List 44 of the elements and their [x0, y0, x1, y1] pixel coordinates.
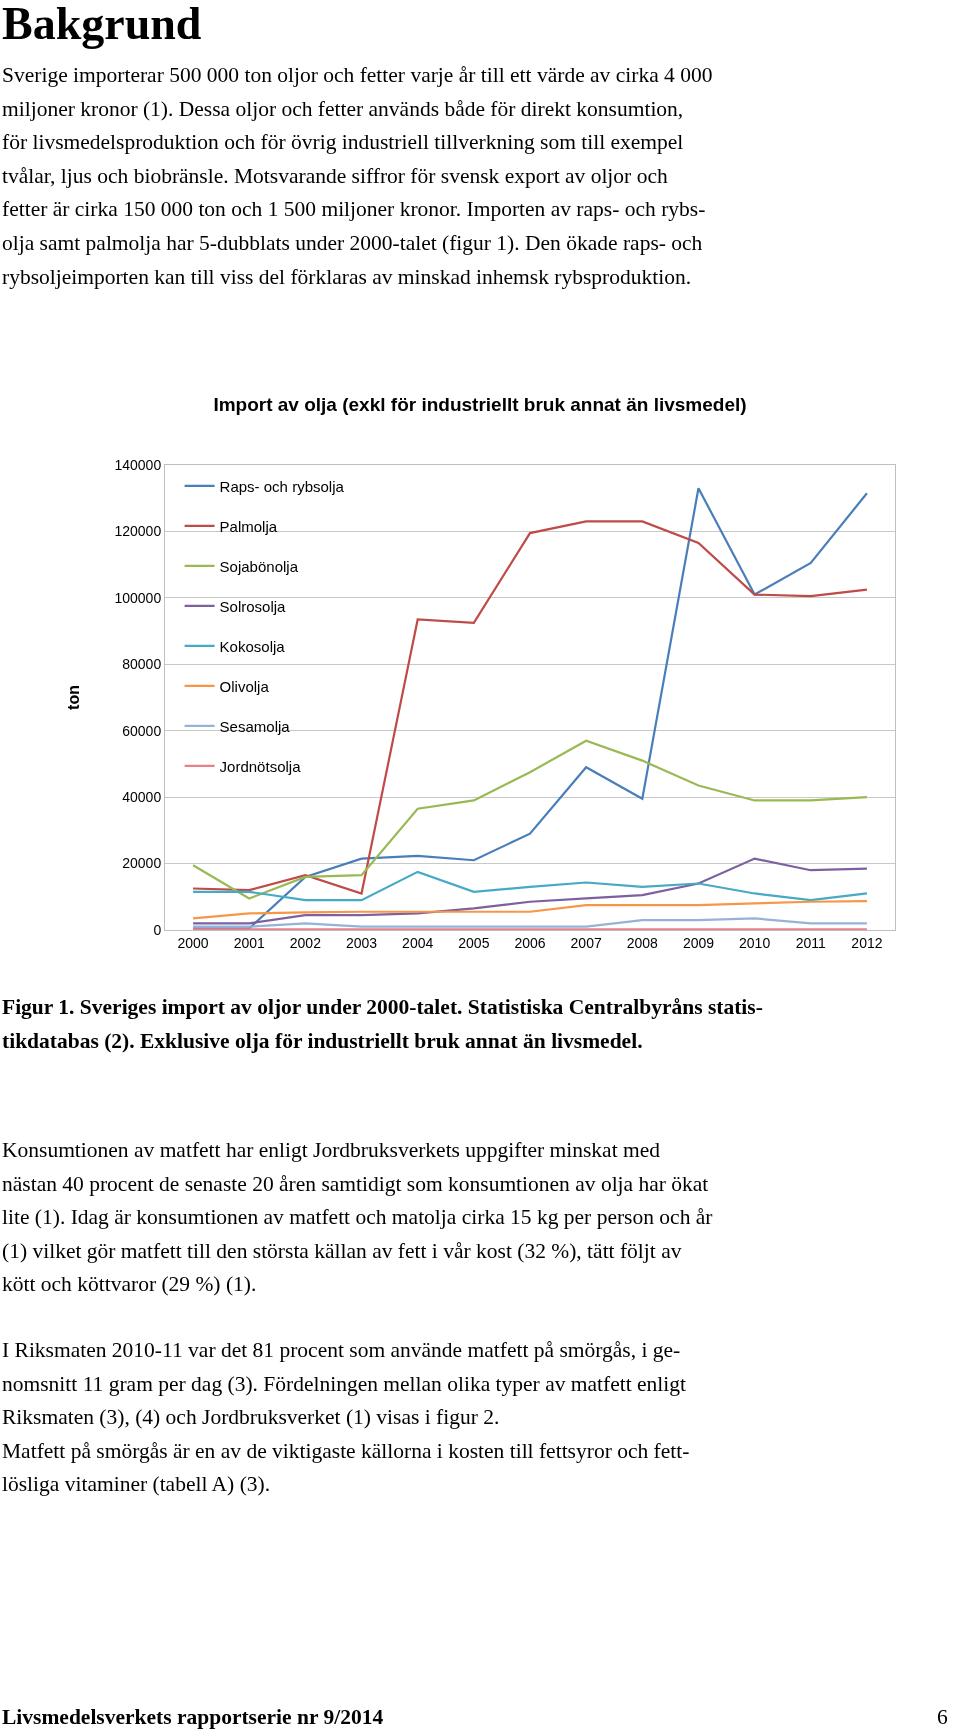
line-series [191, 739, 869, 900]
x-tick-label: 2005 [458, 934, 490, 951]
x-tick-label: 2008 [626, 934, 659, 951]
y-tick-label: 60000 [122, 722, 162, 739]
chart-title: Import av olja (exkl för industriellt bruk annat än livsmedel) [213, 393, 747, 415]
y-tick-label: 0 [153, 921, 162, 938]
legend-label: Sojabönolja [219, 557, 299, 575]
x-tick-label: 2003 [345, 934, 378, 951]
y-tick-label: 100000 [114, 589, 162, 606]
line-series [191, 870, 869, 902]
y-tick-label: 80000 [122, 656, 162, 673]
text: Figur 1. Sveriges import av oljor under 2000-talet. Statistiska Centralbyråns statis- tikdatabas (2). Exklusive olja för industriellt bruk annat än livsmedel. [2, 995, 763, 1053]
x-tick-label: 2000 [177, 934, 209, 951]
text: 6 [937, 1705, 948, 1729]
x-tick-label: 2006 [514, 934, 546, 951]
y-tick-label: 140000 [114, 456, 162, 473]
x-tick-label: 2007 [570, 934, 602, 951]
text: Livsmedelsverkets rapportserie nr 9/2014 [2, 1705, 384, 1729]
x-tick-label: 2004 [402, 934, 434, 951]
y-tick-label: 40000 [122, 789, 162, 806]
legend-label: Jordnötsolja [219, 757, 302, 775]
line-series [191, 857, 869, 925]
y-tick-label: 20000 [122, 855, 162, 872]
text: I Riksmaten 2010-11 var det 81 procent som använde matfett på smörgås, i ge- nomsnitt 11 gram per dag (3). Fördelningen mellan olika typer av matfett enligt Riksmaten (3), (4) och Jordbruksverket (1) visas i figur 2. Matfett på smörgås är en av de viktigaste källorna i kosten till fettsyror och fett- lösliga vitaminer (tabell A) (3). [2, 1338, 690, 1496]
legend-label: Raps- och rybsolja [219, 477, 345, 495]
x-tick-label: 2002 [289, 934, 322, 951]
line-series [191, 917, 869, 928]
text: Konsumtionen av matfett har enligt Jordbruksverkets uppgifter minskat med nästan 40 procent de senaste 20 åren samtidigt som konsumtionen av olja har ökat lite (1). Idag är konsumtionen av matfett och matolja cirka 15 kg per person och år (1) vilket gör matfett till den största källan av fett i vår kost (32 %), tätt följt av kött och köttvaror (29 %) (1). [2, 1138, 713, 1296]
legend-label: Solrosolja [219, 597, 287, 615]
legend-label: Palmolja [219, 517, 278, 535]
legend-label: Kokosolja [219, 637, 286, 655]
x-tick-label: 2001 [233, 934, 266, 951]
x-tick-label: 2009 [682, 934, 715, 951]
y-tick-label: 120000 [114, 523, 162, 540]
line-series [191, 520, 869, 895]
text: Sverige importerar 500 000 ton oljor och fetter varje år till ett värde av cirka 4 000 miljoner kronor (1). Dessa oljor och fetter används både för direkt konsumtion, för livsmedelsproduktion och för övrig industriell tillverkning som till exempel tvålar, ljus och biobränsle. Motsvarande siffror för svensk export av oljor och fetter är cirka 150 000 ton och 1 500 miljoner kronor. Importen av raps- och rybs- olja samt palmolja har 5-dubblats under 2000-talet (figur 1). Den ökade raps- och rybsoljeimporten kan till viss del förklaras av minskad inhemsk rybsproduktion. [2, 63, 713, 289]
legend-label: Sesamolja [219, 717, 291, 735]
x-tick-label: 2010 [739, 934, 771, 951]
text: Bakgrund [2, 0, 202, 49]
y-axis-title: ton [65, 685, 83, 710]
x-tick-label: 2011 [795, 934, 827, 951]
x-tick-label: 2012 [851, 934, 883, 951]
legend-label: Olivolja [219, 677, 270, 695]
line-series [191, 900, 869, 920]
